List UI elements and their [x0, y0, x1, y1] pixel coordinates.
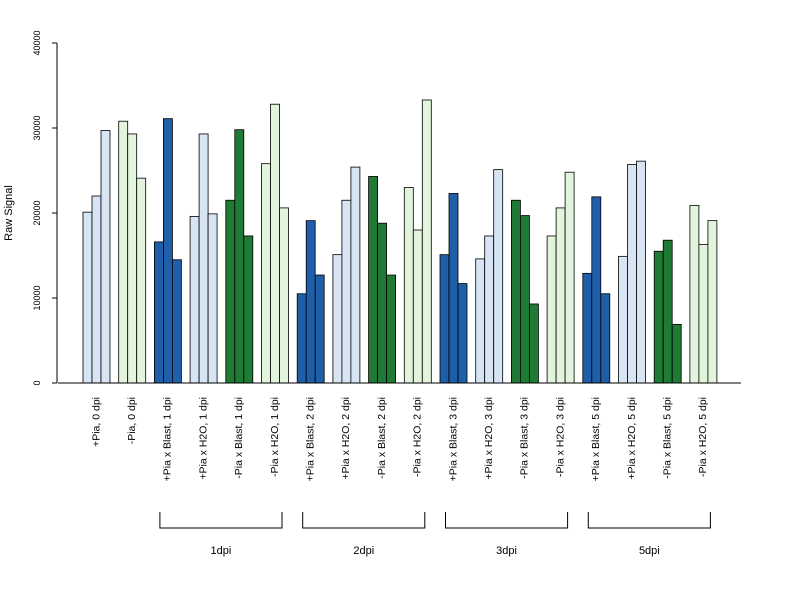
bar	[493, 169, 504, 384]
category-label: +Pia x Blast, 2 dpi	[304, 397, 316, 481]
category-label: +Pia x H2O, 1 dpi	[197, 397, 209, 480]
bar	[127, 133, 138, 384]
bar	[136, 177, 147, 384]
category-label: -Pia x H2O, 2 dpi	[412, 397, 424, 477]
category-label: +Pia x Blast, 3 dpi	[447, 397, 459, 481]
bar	[198, 133, 209, 384]
bar	[162, 118, 173, 384]
y-tick-label: 0	[32, 380, 42, 385]
bar	[368, 176, 379, 384]
category-label: -Pia x Blast, 3 dpi	[519, 397, 531, 479]
group-bracket	[302, 512, 426, 529]
group-bracket	[587, 512, 711, 529]
bar	[529, 303, 539, 384]
bar	[653, 250, 664, 384]
bar	[689, 204, 700, 384]
bar	[520, 215, 530, 384]
bar	[662, 239, 673, 384]
bar	[171, 259, 182, 384]
category-label: +Pia, 0 dpi	[90, 397, 102, 447]
group-bracket	[445, 512, 569, 529]
bar	[153, 241, 164, 384]
bar	[207, 213, 218, 384]
category-label: +Pia x H2O, 3 dpi	[483, 397, 495, 480]
group-label: 5dpi	[639, 545, 660, 557]
group-label: 1dpi	[211, 545, 232, 557]
bar	[296, 293, 307, 384]
bars	[82, 99, 718, 384]
category-label: +Pia x Blast, 1 dpi	[162, 397, 174, 481]
bar	[555, 207, 566, 384]
bar	[591, 196, 602, 384]
bar	[118, 120, 129, 384]
group-label: 3dpi	[496, 545, 517, 557]
bar	[510, 199, 521, 384]
bar	[671, 323, 682, 384]
y-tick-label: 30000	[32, 115, 42, 140]
bar	[698, 244, 709, 384]
y-axis-ticks: 0 10000 20000 30000 40000	[32, 30, 57, 386]
bar	[627, 164, 637, 384]
group-bracket	[159, 512, 283, 529]
bar	[261, 163, 271, 384]
bar	[189, 215, 200, 384]
bar	[243, 235, 254, 384]
bar	[618, 255, 628, 384]
bar	[332, 254, 343, 384]
bar	[421, 99, 432, 384]
bar	[439, 254, 450, 384]
bar	[225, 199, 236, 384]
bar	[412, 229, 423, 384]
bar	[636, 160, 646, 384]
category-label: -Pia x H2O, 3 dpi	[554, 397, 566, 477]
y-tick-label: 40000	[32, 30, 42, 55]
bar	[564, 171, 575, 384]
bar	[314, 274, 325, 384]
y-tick-label: 20000	[32, 200, 42, 225]
bar	[403, 187, 414, 384]
category-label: -Pia x H2O, 1 dpi	[269, 397, 281, 477]
bar	[341, 199, 352, 384]
bar	[546, 235, 557, 384]
y-tick-label: 10000	[32, 285, 42, 310]
bar	[484, 235, 495, 384]
bar	[386, 274, 397, 384]
category-label: -Pia x Blast, 5 dpi	[661, 397, 673, 479]
y-axis-label: Raw Signal	[3, 185, 15, 241]
bar	[91, 195, 102, 384]
bar	[234, 129, 245, 384]
category-label: -Pia x Blast, 1 dpi	[233, 397, 245, 479]
bar	[457, 283, 468, 384]
category-label: -Pia x Blast, 2 dpi	[376, 397, 388, 479]
category-label: +Pia x Blast, 5 dpi	[590, 397, 602, 481]
bar	[82, 211, 93, 384]
bar	[377, 222, 388, 384]
bar	[350, 166, 361, 384]
bar	[100, 130, 111, 384]
bar	[279, 207, 289, 384]
category-label: +Pia x H2O, 2 dpi	[340, 397, 352, 480]
bar	[270, 103, 280, 384]
category-label: -Pia x H2O, 5 dpi	[697, 397, 709, 477]
category-label: +Pia x H2O, 5 dpi	[626, 397, 638, 480]
bar	[305, 220, 316, 384]
group-label: 2dpi	[353, 545, 374, 557]
category-label: -Pia, 0 dpi	[126, 397, 138, 444]
bar	[475, 258, 486, 384]
bar	[582, 272, 593, 384]
bar	[448, 193, 459, 384]
group-brackets: 1dpi 2dpi 3dpi 5dpi	[159, 512, 711, 557]
bar	[600, 293, 611, 384]
bar	[707, 220, 718, 384]
category-labels: +Pia, 0 dpi -Pia, 0 dpi +Pia x Blast, 1 dp…	[90, 397, 709, 481]
